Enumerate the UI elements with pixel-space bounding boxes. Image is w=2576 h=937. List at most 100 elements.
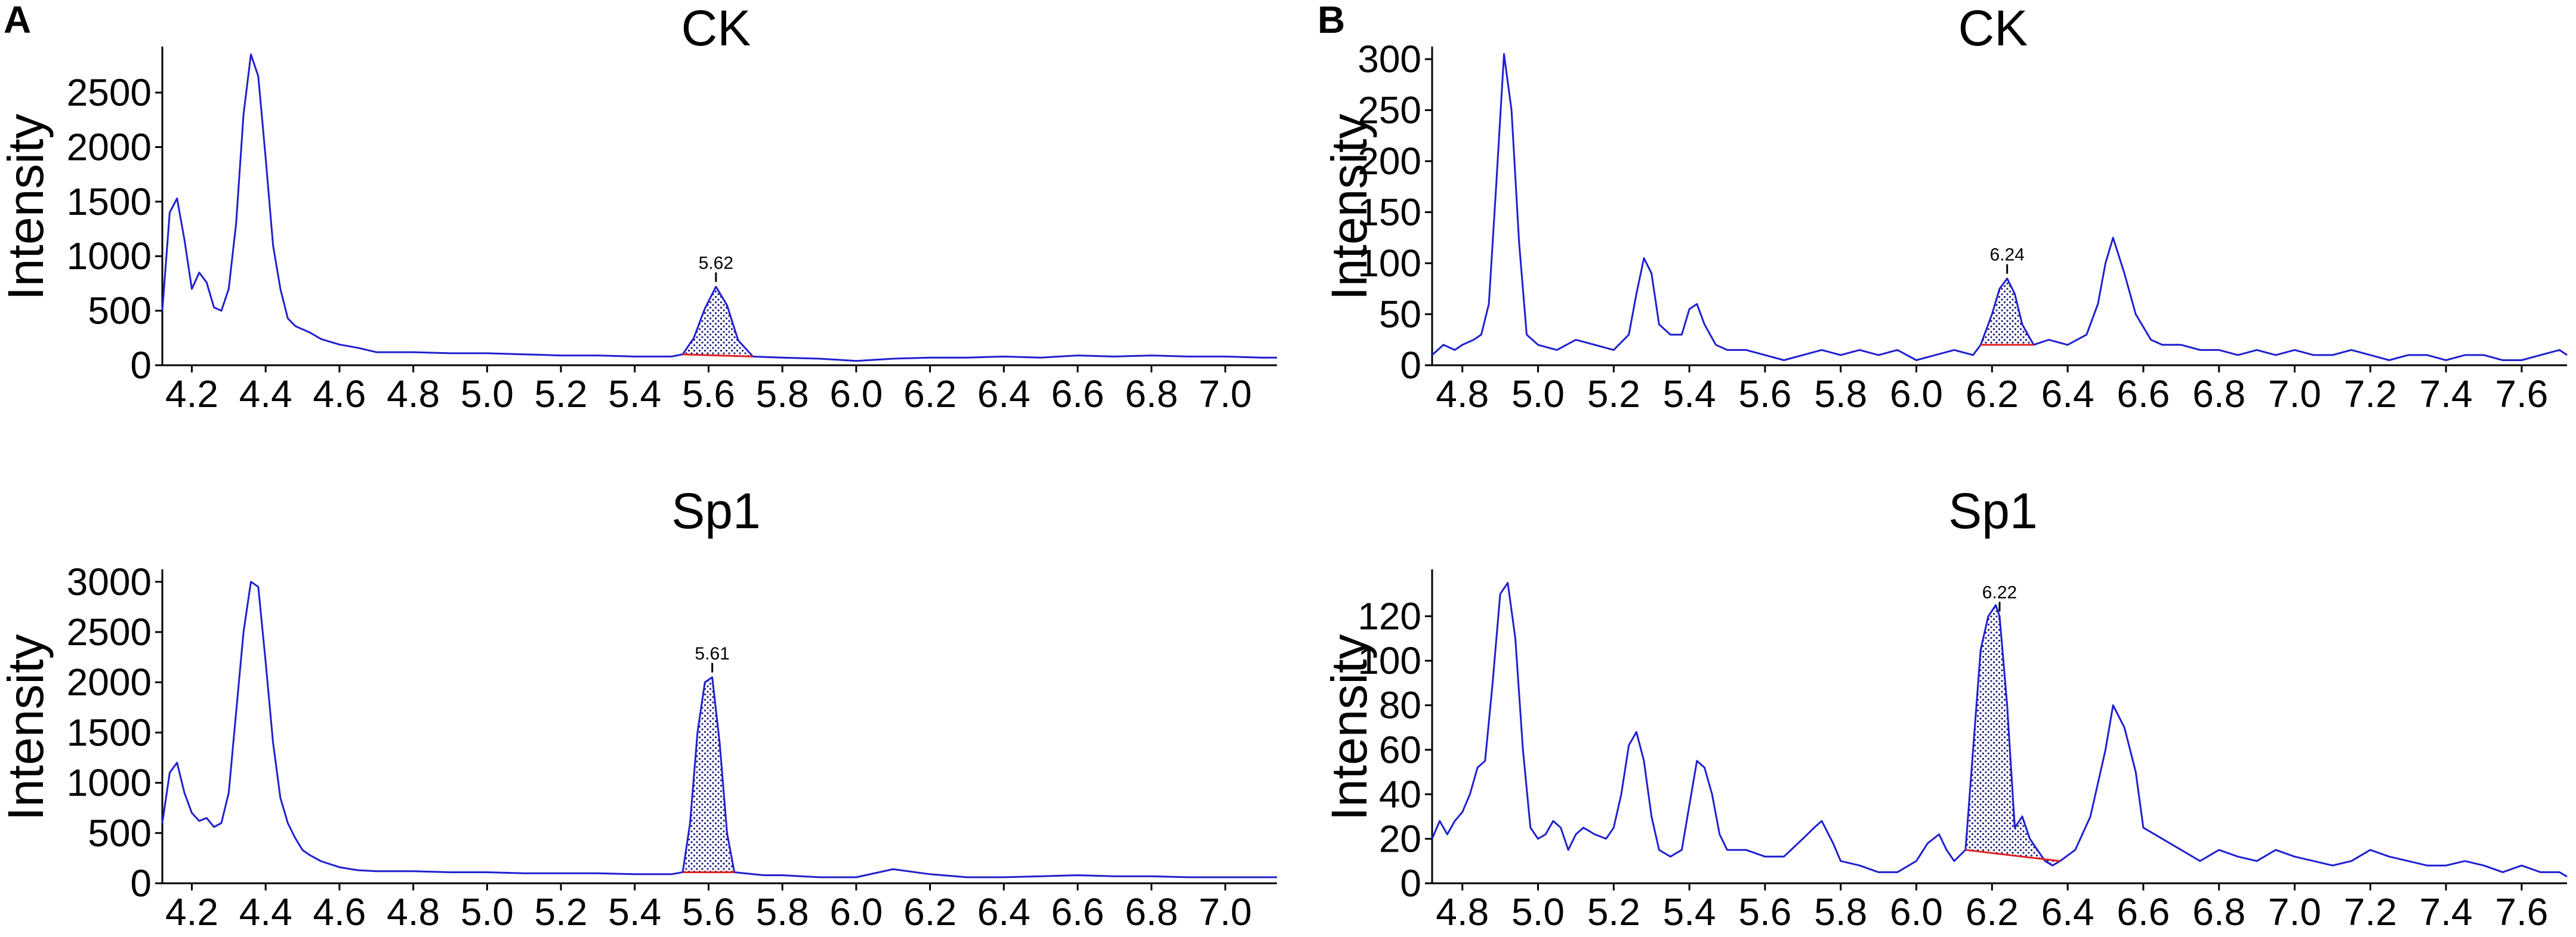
y-tick-label: 2500	[67, 611, 152, 654]
x-tick-label: 6.6	[2117, 372, 2170, 415]
x-tick-label: 6.4	[977, 372, 1031, 415]
x-tick-label: 5.6	[1738, 372, 1791, 415]
x-tick-label: 5.8	[756, 890, 809, 933]
x-tick-label: 5.2	[1587, 372, 1640, 415]
y-tick-label: 40	[1379, 773, 1421, 816]
x-tick-label: 6.2	[1966, 372, 2019, 415]
chart-b-ck: CK Intensity 0 50 100 150 200 250 300 4.8 5.0 5.2 5.…	[1321, 0, 2568, 415]
y-tick-label: 1500	[67, 711, 152, 754]
x-tick-label: 7.0	[1199, 890, 1252, 933]
y-tick-label: 50	[1379, 293, 1421, 336]
x-tick-label: 4.8	[387, 372, 440, 415]
x-tick-label: 6.6	[1051, 372, 1105, 415]
x-tick-label: 4.2	[165, 890, 218, 933]
y-tick-label: 0	[1400, 344, 1421, 387]
y-tick-label: 150	[1358, 191, 1421, 234]
x-tick-label: 6.0	[829, 890, 883, 933]
x-tick-label: 5.2	[1587, 890, 1640, 933]
x-tick-label: 5.2	[535, 372, 588, 415]
x-tick-label: 4.6	[313, 372, 366, 415]
peak-area	[1979, 277, 2035, 346]
x-tick-label: 5.8	[1814, 372, 1867, 415]
y-tick-label: 500	[88, 289, 152, 332]
x-tick-label: 6.2	[903, 372, 957, 415]
x-tick-label: 6.6	[2117, 890, 2170, 933]
y-tick-label: 2000	[67, 661, 152, 704]
x-tick-label: 5.8	[756, 372, 809, 415]
x-tick-label: 6.2	[1966, 890, 2019, 933]
peak-label: 6.24	[1989, 245, 2024, 265]
x-tick-label: 5.4	[1663, 890, 1716, 933]
y-tick-label: 1000	[67, 235, 152, 278]
x-tick-label: 4.6	[313, 890, 366, 933]
y-tick-label: 300	[1358, 38, 1421, 81]
x-tick-label: 7.4	[2420, 890, 2473, 933]
chart-title: CK	[681, 0, 751, 56]
x-tick-label: 7.2	[2344, 890, 2397, 933]
chart-a-sp1: Sp1 Intensity 0 500 1000 1500 2000 2500 3000 4.2 4…	[0, 483, 1277, 933]
y-tick-label: 100	[1358, 639, 1421, 682]
x-tick-label: 7.0	[2268, 372, 2321, 415]
y-tick-label: 200	[1358, 140, 1421, 183]
panel-letter-b: B	[1318, 0, 1345, 41]
trace-line	[161, 53, 1277, 362]
x-tick-label: 6.4	[977, 890, 1031, 933]
x-tick-label: 7.0	[2268, 890, 2321, 933]
y-tick-label: 80	[1379, 684, 1421, 727]
x-tick-label: 5.6	[1738, 890, 1791, 933]
chart-title: Sp1	[671, 483, 760, 539]
peak-label: 5.62	[699, 253, 733, 273]
x-tick-label: 7.2	[2344, 372, 2397, 415]
y-tick-label: 1500	[67, 180, 152, 223]
chart-a-ck: CK Intensity 0 500 1000 1500 2000 2500 4.2 4.4 4.6…	[0, 0, 1277, 415]
y-axis-label: Intensity	[0, 114, 54, 301]
y-tick-label: 120	[1358, 595, 1421, 638]
x-tick-label: 5.4	[608, 372, 661, 415]
x-tick-label: 5.4	[1663, 372, 1716, 415]
y-tick-label: 100	[1358, 242, 1421, 285]
x-tick-label: 7.6	[2495, 372, 2548, 415]
y-tick-label: 2000	[67, 125, 152, 168]
x-tick-label: 6.0	[1890, 372, 1943, 415]
x-tick-label: 6.8	[2192, 890, 2245, 933]
y-axis-label: Intensity	[1321, 634, 1377, 821]
x-tick-label: 5.0	[461, 372, 514, 415]
y-axis-label: Intensity	[1321, 114, 1377, 301]
x-tick-label: 4.8	[1436, 890, 1489, 933]
x-tick-label: 6.8	[1125, 890, 1178, 933]
trace-line	[1431, 53, 2568, 361]
y-tick-label: 60	[1379, 728, 1421, 771]
x-tick-label: 4.8	[1436, 372, 1489, 415]
x-tick-label: 6.8	[1125, 372, 1178, 415]
x-tick-label: 4.8	[387, 890, 440, 933]
y-tick-label: 0	[130, 344, 152, 387]
x-tick-label: 5.6	[682, 372, 735, 415]
x-tick-label: 4.4	[239, 372, 292, 415]
x-tick-label: 6.8	[2192, 372, 2245, 415]
x-tick-label: 6.6	[1051, 890, 1105, 933]
chart-title: Sp1	[1948, 483, 2037, 539]
x-tick-label: 6.0	[1890, 890, 1943, 933]
trace-line	[1431, 582, 2568, 878]
x-tick-label: 7.4	[2420, 372, 2473, 415]
x-tick-label: 7.6	[2495, 890, 2548, 933]
x-tick-label: 5.0	[1511, 890, 1565, 933]
peak-label: 6.22	[1982, 583, 2017, 603]
chart-title: CK	[1958, 0, 2028, 56]
x-tick-label: 4.2	[165, 372, 218, 415]
x-tick-label: 5.4	[608, 890, 661, 933]
trace-line	[161, 581, 1277, 879]
x-tick-label: 7.0	[1199, 372, 1252, 415]
x-tick-label: 5.2	[535, 890, 588, 933]
y-tick-label: 3000	[67, 560, 152, 603]
x-tick-label: 5.0	[1511, 372, 1565, 415]
x-tick-label: 5.8	[1814, 890, 1867, 933]
peak-area	[681, 677, 735, 873]
x-tick-label: 4.4	[239, 890, 292, 933]
y-tick-label: 2500	[67, 71, 152, 114]
x-tick-label: 5.0	[461, 890, 514, 933]
panel-letter-a: A	[4, 0, 31, 41]
y-tick-label: 500	[88, 812, 152, 855]
